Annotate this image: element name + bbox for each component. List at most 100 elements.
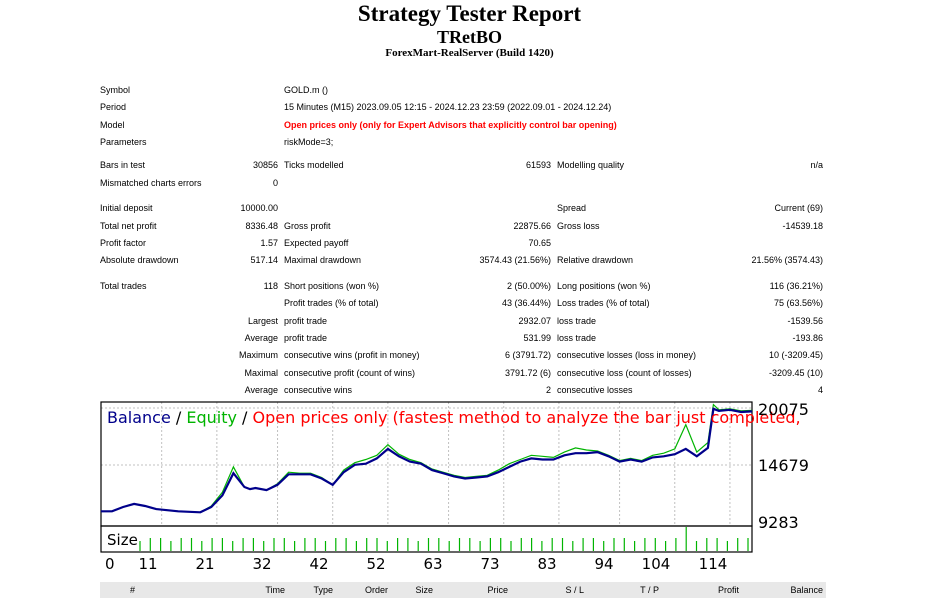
modelling-quality-value: n/a [810, 160, 823, 170]
modelling-quality-label: Modelling quality [557, 160, 625, 170]
expert-advisor-name: TRetBO [437, 27, 502, 47]
long-positions-label: Long positions (won %) [557, 281, 651, 291]
size-label: Size [107, 531, 138, 549]
spread-value: Current (69) [774, 203, 823, 213]
chart-legend: Balance / Equity / Open prices only (fas… [107, 408, 801, 427]
x-tick-label: 42 [309, 555, 328, 573]
x-tick-label: 11 [138, 555, 157, 573]
maximal-drawdown-value: 3574.43 (21.56%) [479, 255, 551, 265]
gross-loss-label: Gross loss [557, 221, 600, 231]
x-tick-label: 83 [537, 555, 556, 573]
average-loss-value: -193.86 [792, 333, 823, 343]
col-number: # [129, 585, 135, 595]
largest-label: Largest [247, 316, 278, 326]
ticks-modelled-label: Ticks modelled [284, 160, 344, 170]
x-tick-label: 32 [252, 555, 271, 573]
x-tick-label: 52 [366, 555, 385, 573]
size-plot-frame [100, 525, 753, 553]
avg-cons-losses-label: consecutive losses [557, 385, 633, 395]
x-tick-label: 63 [423, 555, 442, 573]
maximal-cons-profit-value: 3791.72 (6) [504, 368, 551, 378]
max-cons-losses-label: consecutive losses (loss in money) [557, 350, 697, 360]
y-tick-bottom: 9283 [758, 513, 799, 532]
col-balance: Balance [790, 585, 823, 595]
average-label: Average [244, 333, 278, 343]
model-value: Open prices only (only for Expert Adviso… [284, 120, 617, 130]
symbol-value: GOLD.m () [284, 85, 328, 95]
gross-profit-label: Gross profit [284, 221, 331, 231]
x-axis-ticks: 0 11 21 32 42 52 63 73 83 94 104 114 [105, 555, 727, 573]
avg-cons-wins-value: 2 [545, 385, 551, 395]
x-tick-label: 0 [105, 555, 115, 573]
loss-trades-value: 75 (63.56%) [773, 298, 823, 308]
largest-loss-value: -1539.56 [787, 316, 823, 326]
largest-loss-label: loss trade [557, 316, 597, 326]
average-loss-label: loss trade [557, 333, 597, 343]
spread-label: Spread [557, 203, 587, 213]
mismatched-label: Mismatched charts errors [100, 178, 202, 188]
initial-deposit-label: Initial deposit [100, 203, 153, 213]
y-tick-top: 20075 [758, 400, 809, 419]
maximal-cons-loss-value: -3209.45 (10) [768, 368, 823, 378]
period-label: Period [100, 102, 127, 112]
mismatched-value: 0 [272, 178, 278, 188]
max-cons-losses-value: 10 (-3209.45) [768, 350, 823, 360]
profit-factor-value: 1.57 [260, 238, 278, 248]
symbol-label: Symbol [100, 85, 131, 95]
maximal-cons-loss-label: consecutive loss (count of losses) [557, 368, 692, 378]
loss-trades-label: Loss trades (% of total) [557, 298, 650, 308]
initial-deposit-value: 10000.00 [240, 203, 278, 213]
parameters-value: riskMode=3; [284, 137, 334, 147]
largest-profit-label: profit trade [284, 316, 328, 326]
max-cons-wins-value: 6 (3791.72) [504, 350, 551, 360]
gross-loss-value: -14539.18 [782, 221, 823, 231]
size-bars [139, 527, 749, 551]
legend-sep-1: / [171, 408, 187, 427]
average2-label: Average [244, 385, 278, 395]
x-tick-label: 73 [480, 555, 499, 573]
expected-payoff-value: 70.65 [528, 238, 551, 248]
legend-equity: Equity [186, 408, 237, 427]
col-type: Type [313, 585, 333, 595]
profit-trades-label: Profit trades (% of total) [284, 298, 379, 308]
relative-drawdown-label: Relative drawdown [557, 255, 634, 265]
short-positions-value: 2 (50.00%) [506, 281, 551, 291]
absolute-drawdown-value: 517.14 [250, 255, 278, 265]
short-positions-label: Short positions (won %) [284, 281, 380, 291]
largest-profit-value: 2932.07 [518, 316, 551, 326]
avg-cons-losses-value: 4 [817, 385, 823, 395]
expected-payoff-label: Expected payoff [284, 238, 349, 248]
y-tick-mid: 14679 [758, 456, 809, 475]
average-profit-value: 531.99 [523, 333, 551, 343]
model-label: Model [100, 120, 125, 130]
profit-trades-value: 43 (36.44%) [501, 298, 551, 308]
col-sl: S / L [565, 585, 584, 595]
legend-balance: Balance [107, 408, 171, 427]
parameters-label: Parameters [100, 137, 147, 147]
col-price: Price [487, 585, 508, 595]
bars-in-test-value: 30856 [252, 160, 278, 170]
col-order: Order [364, 585, 388, 595]
maximum-label: Maximum [238, 350, 278, 360]
chart-grid [100, 402, 752, 526]
legend-sep-2: / [237, 408, 253, 427]
server-name: ForexMart-RealServer (Build 1420) [385, 47, 554, 59]
profit-factor-label: Profit factor [100, 238, 147, 248]
maximal-drawdown-label: Maximal drawdown [284, 255, 362, 265]
total-net-profit-label: Total net profit [100, 221, 157, 231]
max-cons-wins-label: consecutive wins (profit in money) [284, 350, 420, 360]
col-profit: Profit [717, 585, 739, 595]
average-profit-label: profit trade [284, 333, 328, 343]
long-positions-value: 116 (36.21%) [769, 281, 823, 291]
col-tp: T / P [640, 585, 659, 595]
total-trades-value: 118 [263, 281, 278, 291]
col-time: Time [265, 585, 285, 595]
absolute-drawdown-label: Absolute drawdown [100, 255, 179, 265]
x-tick-label: 21 [195, 555, 214, 573]
avg-cons-wins-label: consecutive wins [284, 385, 353, 395]
trades-table-header: # Time Type Order Size Price S / L T / P… [100, 582, 826, 598]
maximal-cons-profit-label: consecutive profit (count of wins) [284, 368, 416, 378]
x-tick-label: 114 [699, 555, 728, 573]
gross-profit-value: 22875.66 [513, 221, 551, 231]
